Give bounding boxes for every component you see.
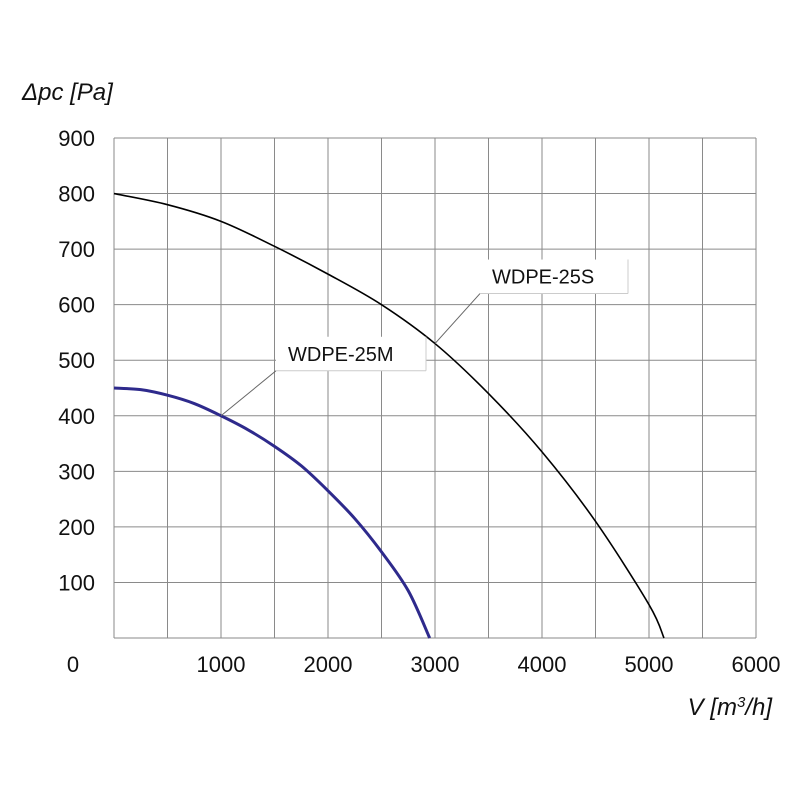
y-tick-label: 300 bbox=[58, 459, 95, 484]
label-box-wdpe-25s bbox=[480, 259, 628, 294]
y-axis-label: Δpc [Pa] bbox=[21, 79, 114, 106]
x-tick-label: 6000 bbox=[732, 652, 781, 677]
callouts: WDPE-25M WDPE-25S bbox=[220, 259, 629, 417]
curves bbox=[113, 192, 665, 639]
x-tick-label: 1000 bbox=[197, 652, 246, 677]
curve-wdpe-25m bbox=[113, 386, 432, 639]
y-tick-label: 500 bbox=[58, 348, 95, 373]
callout-label-wdpe-25s: WDPE-25S bbox=[492, 267, 594, 289]
leader-wdpe-25m bbox=[220, 370, 277, 417]
x-tick-label: 4000 bbox=[518, 652, 567, 677]
label-box-wdpe-25m bbox=[276, 336, 426, 371]
y-tick-label: 200 bbox=[58, 515, 95, 540]
y-tick-label: 600 bbox=[58, 293, 95, 318]
x-tick-label: 5000 bbox=[625, 652, 674, 677]
x-tick-label: 2000 bbox=[304, 652, 353, 677]
y-tick-label: 700 bbox=[58, 237, 95, 262]
origin-label: 0 bbox=[67, 652, 79, 677]
tick-labels: 100 200 300 400 500 600 700 800 900 1000 2000 3000 4… bbox=[58, 126, 780, 677]
callout-label-wdpe-25m: WDPE-25M bbox=[288, 344, 394, 366]
curve-wdpe-25s bbox=[113, 192, 665, 639]
y-tick-label: 400 bbox=[58, 404, 95, 429]
leader-wdpe-25s bbox=[434, 293, 481, 344]
x-axis-label: V [m3/h] bbox=[688, 694, 774, 722]
x-tick-label: 3000 bbox=[411, 652, 460, 677]
grid bbox=[113, 137, 757, 639]
y-tick-label: 900 bbox=[58, 126, 95, 151]
y-tick-label: 800 bbox=[58, 182, 95, 207]
y-tick-label: 100 bbox=[58, 570, 95, 595]
